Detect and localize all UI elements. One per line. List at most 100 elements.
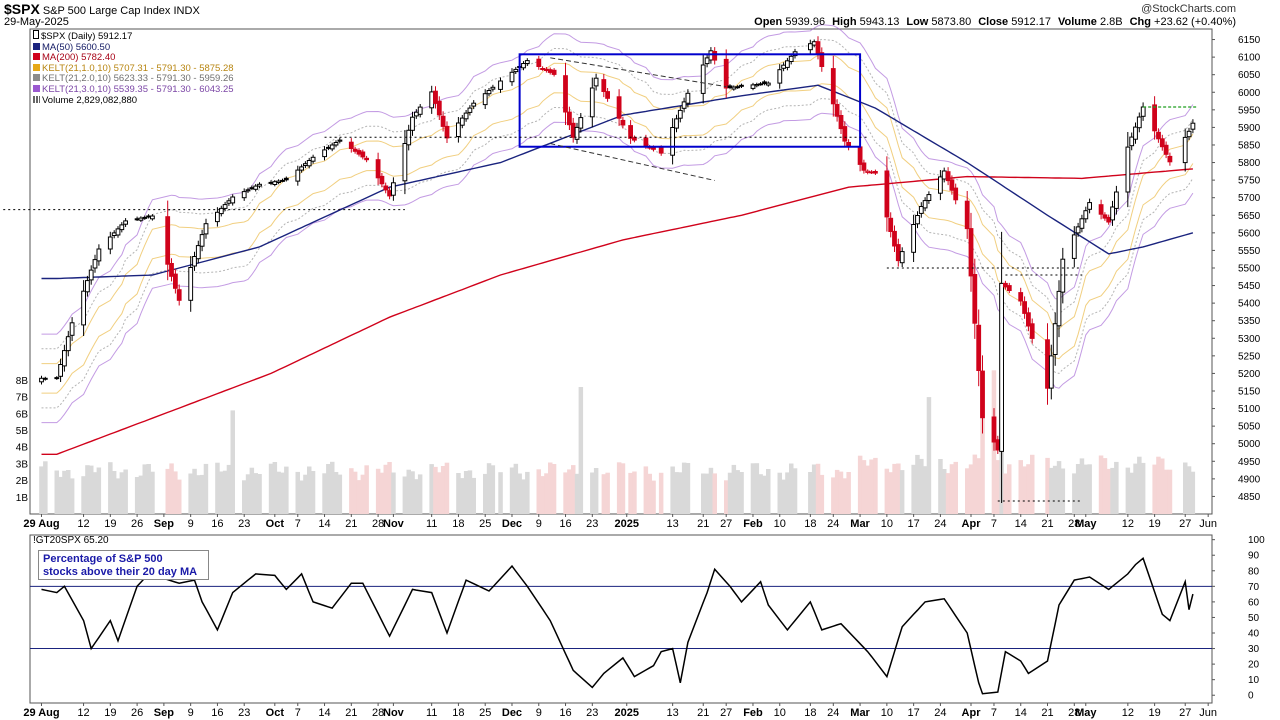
volume-bar [567, 469, 572, 514]
volume-bar [838, 471, 844, 514]
candle-body [785, 60, 790, 68]
candle-body [643, 137, 649, 147]
volume-bar [899, 470, 905, 514]
volume-bar [704, 473, 710, 514]
y-tick-label: 4900 [1238, 474, 1261, 485]
volume-bar [678, 472, 683, 514]
candle-body [268, 181, 274, 184]
x-tick-label: Mar [850, 707, 870, 719]
volume-bar [188, 473, 193, 514]
keltner-lower-band [41, 83, 1194, 394]
x-tick-label: 23 [586, 518, 598, 530]
volume-bar [563, 472, 568, 514]
volume-bar [911, 464, 916, 514]
quote-value: 5873.80 [931, 16, 972, 28]
volume-bar [544, 473, 549, 514]
volume-bar [349, 468, 354, 514]
candle-body [700, 64, 706, 94]
y-tick-label: 6050 [1238, 70, 1261, 81]
quote-label: Volume [1057, 16, 1100, 28]
candle-body [1075, 226, 1081, 234]
candle-body [257, 183, 262, 187]
volume-bar [831, 477, 836, 514]
volume-bar [253, 473, 258, 514]
candle-body [953, 187, 959, 201]
candle-body [563, 75, 568, 113]
x-tick-label: 13 [667, 518, 679, 530]
volume-bar [150, 471, 155, 514]
volume-bar [727, 472, 733, 514]
volume-bar [919, 458, 924, 514]
x-tick-label: Feb [743, 707, 763, 719]
volume-bar [1079, 458, 1085, 514]
volume-bar [758, 474, 763, 514]
volume-bar [808, 472, 813, 514]
volume-tick-label: 5B [16, 426, 29, 437]
x-tick-label: 19 [104, 707, 116, 719]
volume-bar [456, 473, 461, 514]
legend-entry: KELT(21,1.0,10) 5707.31 - 5791.30 - 5875… [33, 63, 234, 75]
x-tick-label: Oct [266, 707, 285, 719]
volume-bar [1106, 468, 1111, 514]
volume-bar [467, 470, 473, 514]
x-tick-label: 21 [345, 707, 357, 719]
candle-body [486, 90, 492, 95]
volume-bar [85, 465, 90, 514]
candle-body [1087, 202, 1092, 210]
candle-body [222, 204, 228, 209]
x-tick-label: 19 [104, 518, 116, 530]
volume-bar [1156, 456, 1161, 514]
candle-body [322, 149, 328, 158]
volume-bar [651, 480, 656, 514]
volume-bar [1072, 473, 1077, 514]
candle-body [658, 147, 664, 154]
legend-entry: MA(200) 5782.40 [33, 52, 234, 64]
indicator-line [41, 557, 1194, 695]
quote-value: 5912.17 [1011, 16, 1051, 28]
candle-body [838, 115, 844, 130]
candle-body [379, 175, 385, 185]
candle-body [195, 245, 201, 260]
volume-bar [972, 454, 978, 514]
volume-bar [521, 479, 526, 514]
quote-label: Open [754, 16, 786, 28]
volume-bar [169, 463, 174, 514]
indicator-note: Percentage of S&P 500 stocks above their… [38, 550, 209, 580]
volume-bar [177, 479, 182, 514]
volume-bar [540, 476, 545, 514]
volume-bar [1133, 463, 1138, 514]
x-tick-label: 24 [827, 707, 839, 719]
indicator-tick-label: 100 [1248, 535, 1265, 546]
volume-bar [192, 468, 197, 514]
volume-bar [284, 466, 289, 514]
legend-entry: $SPX (Daily) 5912.17 [33, 30, 234, 43]
volume-bar [578, 387, 584, 514]
volume-bar [433, 466, 438, 514]
candle-body [1106, 216, 1112, 223]
candle-body [540, 68, 546, 70]
x-tick-label: Dec [502, 518, 522, 530]
candle-body [295, 169, 301, 182]
volume-bar [605, 472, 610, 514]
volume-bar [685, 463, 691, 514]
candle-body [915, 215, 920, 225]
volume-bar [869, 459, 874, 514]
volume-bar [965, 468, 970, 514]
volume-bar [1049, 467, 1054, 514]
volume-bar [111, 471, 117, 514]
legend-text: KELT(21,2.0,10) 5623.33 - 5791.30 - 5959… [42, 73, 234, 85]
volume-bar [230, 410, 235, 514]
volume-bar [643, 466, 649, 514]
volume-bar [1125, 467, 1131, 514]
x-tick-label: 11 [426, 707, 437, 719]
x-tick-label: 10 [774, 518, 786, 530]
candle-body [888, 217, 894, 233]
volume-bar [444, 462, 450, 514]
candle-body [123, 220, 128, 225]
candle-body [88, 269, 94, 281]
x-tick-label: 19 [1148, 707, 1160, 719]
x-tick-label: 12 [77, 518, 89, 530]
volume-bar [1022, 466, 1027, 514]
candle-body [310, 156, 316, 162]
